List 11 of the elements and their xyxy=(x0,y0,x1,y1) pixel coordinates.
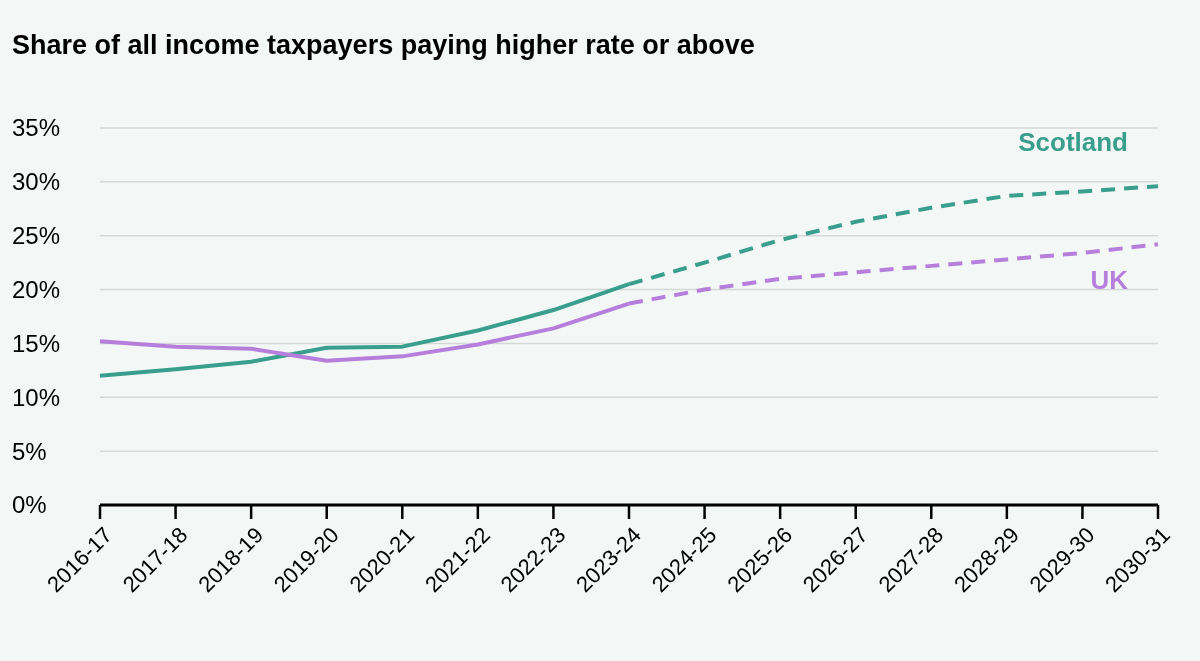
y-tick-label: 20% xyxy=(12,275,61,303)
y-tick-label: 10% xyxy=(12,383,61,411)
y-tick-label: 25% xyxy=(12,222,61,250)
y-tick-label: 35% xyxy=(12,114,61,142)
y-tick-label: 0% xyxy=(12,491,47,519)
chart-title: Share of all income taxpayers paying higher rate or above xyxy=(12,30,755,60)
y-tick-label: 15% xyxy=(12,329,61,357)
series-label: UK xyxy=(1090,265,1129,296)
y-tick-label: 30% xyxy=(12,168,61,196)
series-label: Scotland xyxy=(1018,127,1128,158)
y-tick-label: 5% xyxy=(12,437,47,465)
